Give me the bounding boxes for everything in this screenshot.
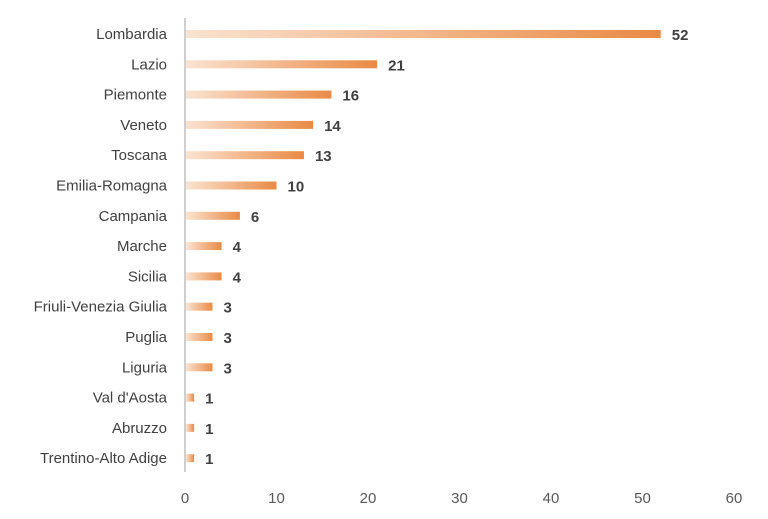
category-label: Piemonte (104, 87, 167, 104)
category-label: Puglia (125, 329, 167, 346)
category-label: Toscana (111, 147, 168, 164)
data-label: 6 (251, 209, 259, 226)
category-label: Campania (99, 208, 168, 225)
bar (186, 30, 661, 38)
category-label: Friuli-Venezia Giulia (34, 299, 168, 316)
x-tick-label: 50 (634, 490, 651, 507)
data-label: 1 (205, 391, 213, 408)
x-tick-label: 10 (268, 490, 285, 507)
category-label: Liguria (122, 359, 168, 376)
bars-group (186, 30, 661, 463)
data-label: 16 (342, 88, 359, 105)
data-label: 1 (205, 421, 213, 438)
category-label: Emilia-Romagna (56, 178, 168, 195)
bar (186, 181, 277, 190)
data-label: 52 (672, 27, 689, 44)
data-label: 1 (205, 451, 213, 468)
data-label: 3 (223, 300, 231, 317)
bar (186, 363, 213, 372)
category-label: Lazio (131, 56, 167, 73)
x-tick-label: 40 (543, 490, 560, 507)
bar (186, 393, 195, 402)
category-label: Trentino-Alto Adige (40, 450, 167, 467)
data-label: 4 (233, 239, 242, 256)
bar (186, 242, 222, 251)
data-label: 21 (388, 57, 405, 74)
data-label: 3 (223, 360, 231, 377)
bar (186, 333, 213, 341)
x-tick-label: 30 (451, 490, 468, 507)
bar (186, 302, 213, 311)
category-label: Marche (117, 238, 167, 255)
bar (186, 272, 222, 281)
bar (186, 454, 195, 463)
bar (186, 423, 195, 432)
bar (186, 120, 314, 129)
category-label: Veneto (120, 117, 167, 134)
data-label: 10 (288, 179, 305, 196)
x-tick-labels-group: 0 10 20 30 40 50 60 (181, 490, 743, 507)
x-tick-label: 60 (726, 490, 743, 507)
category-label: Abruzzo (112, 420, 167, 437)
x-tick-label: 20 (360, 490, 377, 507)
x-tick-label: 0 (181, 490, 189, 507)
data-label: 13 (315, 148, 332, 165)
category-label: Lombardia (96, 26, 168, 43)
category-label: Val d'Aosta (93, 390, 168, 407)
data-label: 4 (233, 269, 242, 286)
data-label: 3 (223, 330, 231, 347)
bar (186, 151, 304, 160)
category-labels-group: Lombardia Lazio Piemonte Veneto Toscana Emili… (34, 26, 168, 467)
data-label: 14 (324, 118, 341, 135)
bar (186, 60, 378, 69)
bar (186, 211, 240, 220)
bar (186, 90, 332, 99)
category-label: Sicilia (128, 268, 168, 285)
